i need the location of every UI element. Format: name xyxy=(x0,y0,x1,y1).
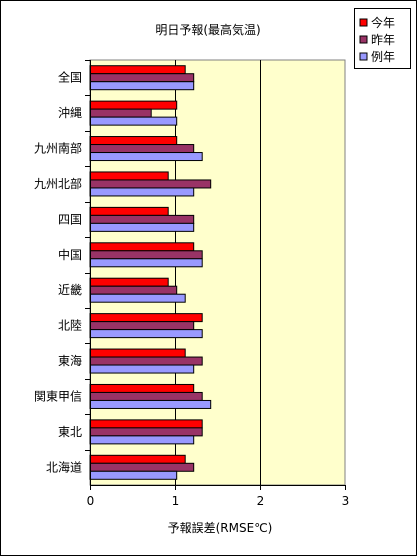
bar xyxy=(89,470,178,480)
bar xyxy=(89,399,212,409)
bar xyxy=(89,152,203,162)
bar xyxy=(89,187,195,197)
x-tick-label: 3 xyxy=(342,494,350,508)
bar xyxy=(89,427,203,437)
bar xyxy=(89,329,203,339)
x-axis-labels: 0 1 2 3 xyxy=(87,60,350,508)
legend-swatch xyxy=(359,52,368,61)
bar xyxy=(89,206,169,216)
y-tick-label: 九州北部 xyxy=(34,176,82,191)
chart-title: 明日予報(最高気温) xyxy=(155,22,260,37)
bar xyxy=(89,435,195,445)
y-tick-label: 四国 xyxy=(58,212,82,226)
x-axis-title: 予報誤差(RMSE℃) xyxy=(168,520,273,535)
plot-area xyxy=(89,59,346,486)
y-tick-label: 九州南部 xyxy=(34,141,82,156)
y-tick-label: 東北 xyxy=(58,425,82,439)
bar xyxy=(89,258,203,268)
bar xyxy=(89,214,195,224)
y-tick-label: 北陸 xyxy=(58,319,82,333)
bar xyxy=(89,313,203,323)
bar xyxy=(89,100,178,110)
bar xyxy=(89,356,203,366)
x-tick-label: 1 xyxy=(172,494,180,508)
y-tick-label: 全国 xyxy=(58,70,82,85)
bar xyxy=(89,73,195,83)
legend-swatch xyxy=(359,35,368,44)
bar xyxy=(89,383,195,393)
bar xyxy=(89,391,203,401)
bar xyxy=(89,222,195,232)
y-tick-label: 沖縄 xyxy=(58,105,82,120)
legend-label: 今年 xyxy=(371,15,395,30)
bar xyxy=(89,81,195,91)
bar xyxy=(89,116,178,126)
y-tick-label: 近畿 xyxy=(58,283,82,297)
bar xyxy=(89,65,186,75)
bar xyxy=(89,285,178,295)
bar xyxy=(89,364,195,374)
bar xyxy=(89,277,169,287)
bar xyxy=(89,348,186,358)
legend-label: 例年 xyxy=(371,50,395,64)
legend-label: 昨年 xyxy=(371,33,395,47)
bar xyxy=(89,454,186,464)
bar xyxy=(89,179,212,189)
bar xyxy=(89,250,203,260)
bar xyxy=(89,419,203,429)
bar xyxy=(89,144,195,154)
x-tick-label: 0 xyxy=(87,494,95,508)
gridlines xyxy=(175,60,261,485)
bar xyxy=(89,171,169,181)
y-tick-label: 関東甲信 xyxy=(34,389,82,403)
y-tick-label: 東海 xyxy=(58,353,82,368)
legend-swatch xyxy=(359,18,368,27)
y-tick-label: 北海道 xyxy=(46,459,82,474)
bar xyxy=(89,242,195,252)
y-tick-label: 中国 xyxy=(58,247,82,262)
bar xyxy=(89,293,186,303)
bar xyxy=(89,462,195,472)
bar xyxy=(89,321,195,331)
bar xyxy=(89,108,152,118)
x-tick-label: 2 xyxy=(257,494,265,508)
bar xyxy=(89,136,178,146)
